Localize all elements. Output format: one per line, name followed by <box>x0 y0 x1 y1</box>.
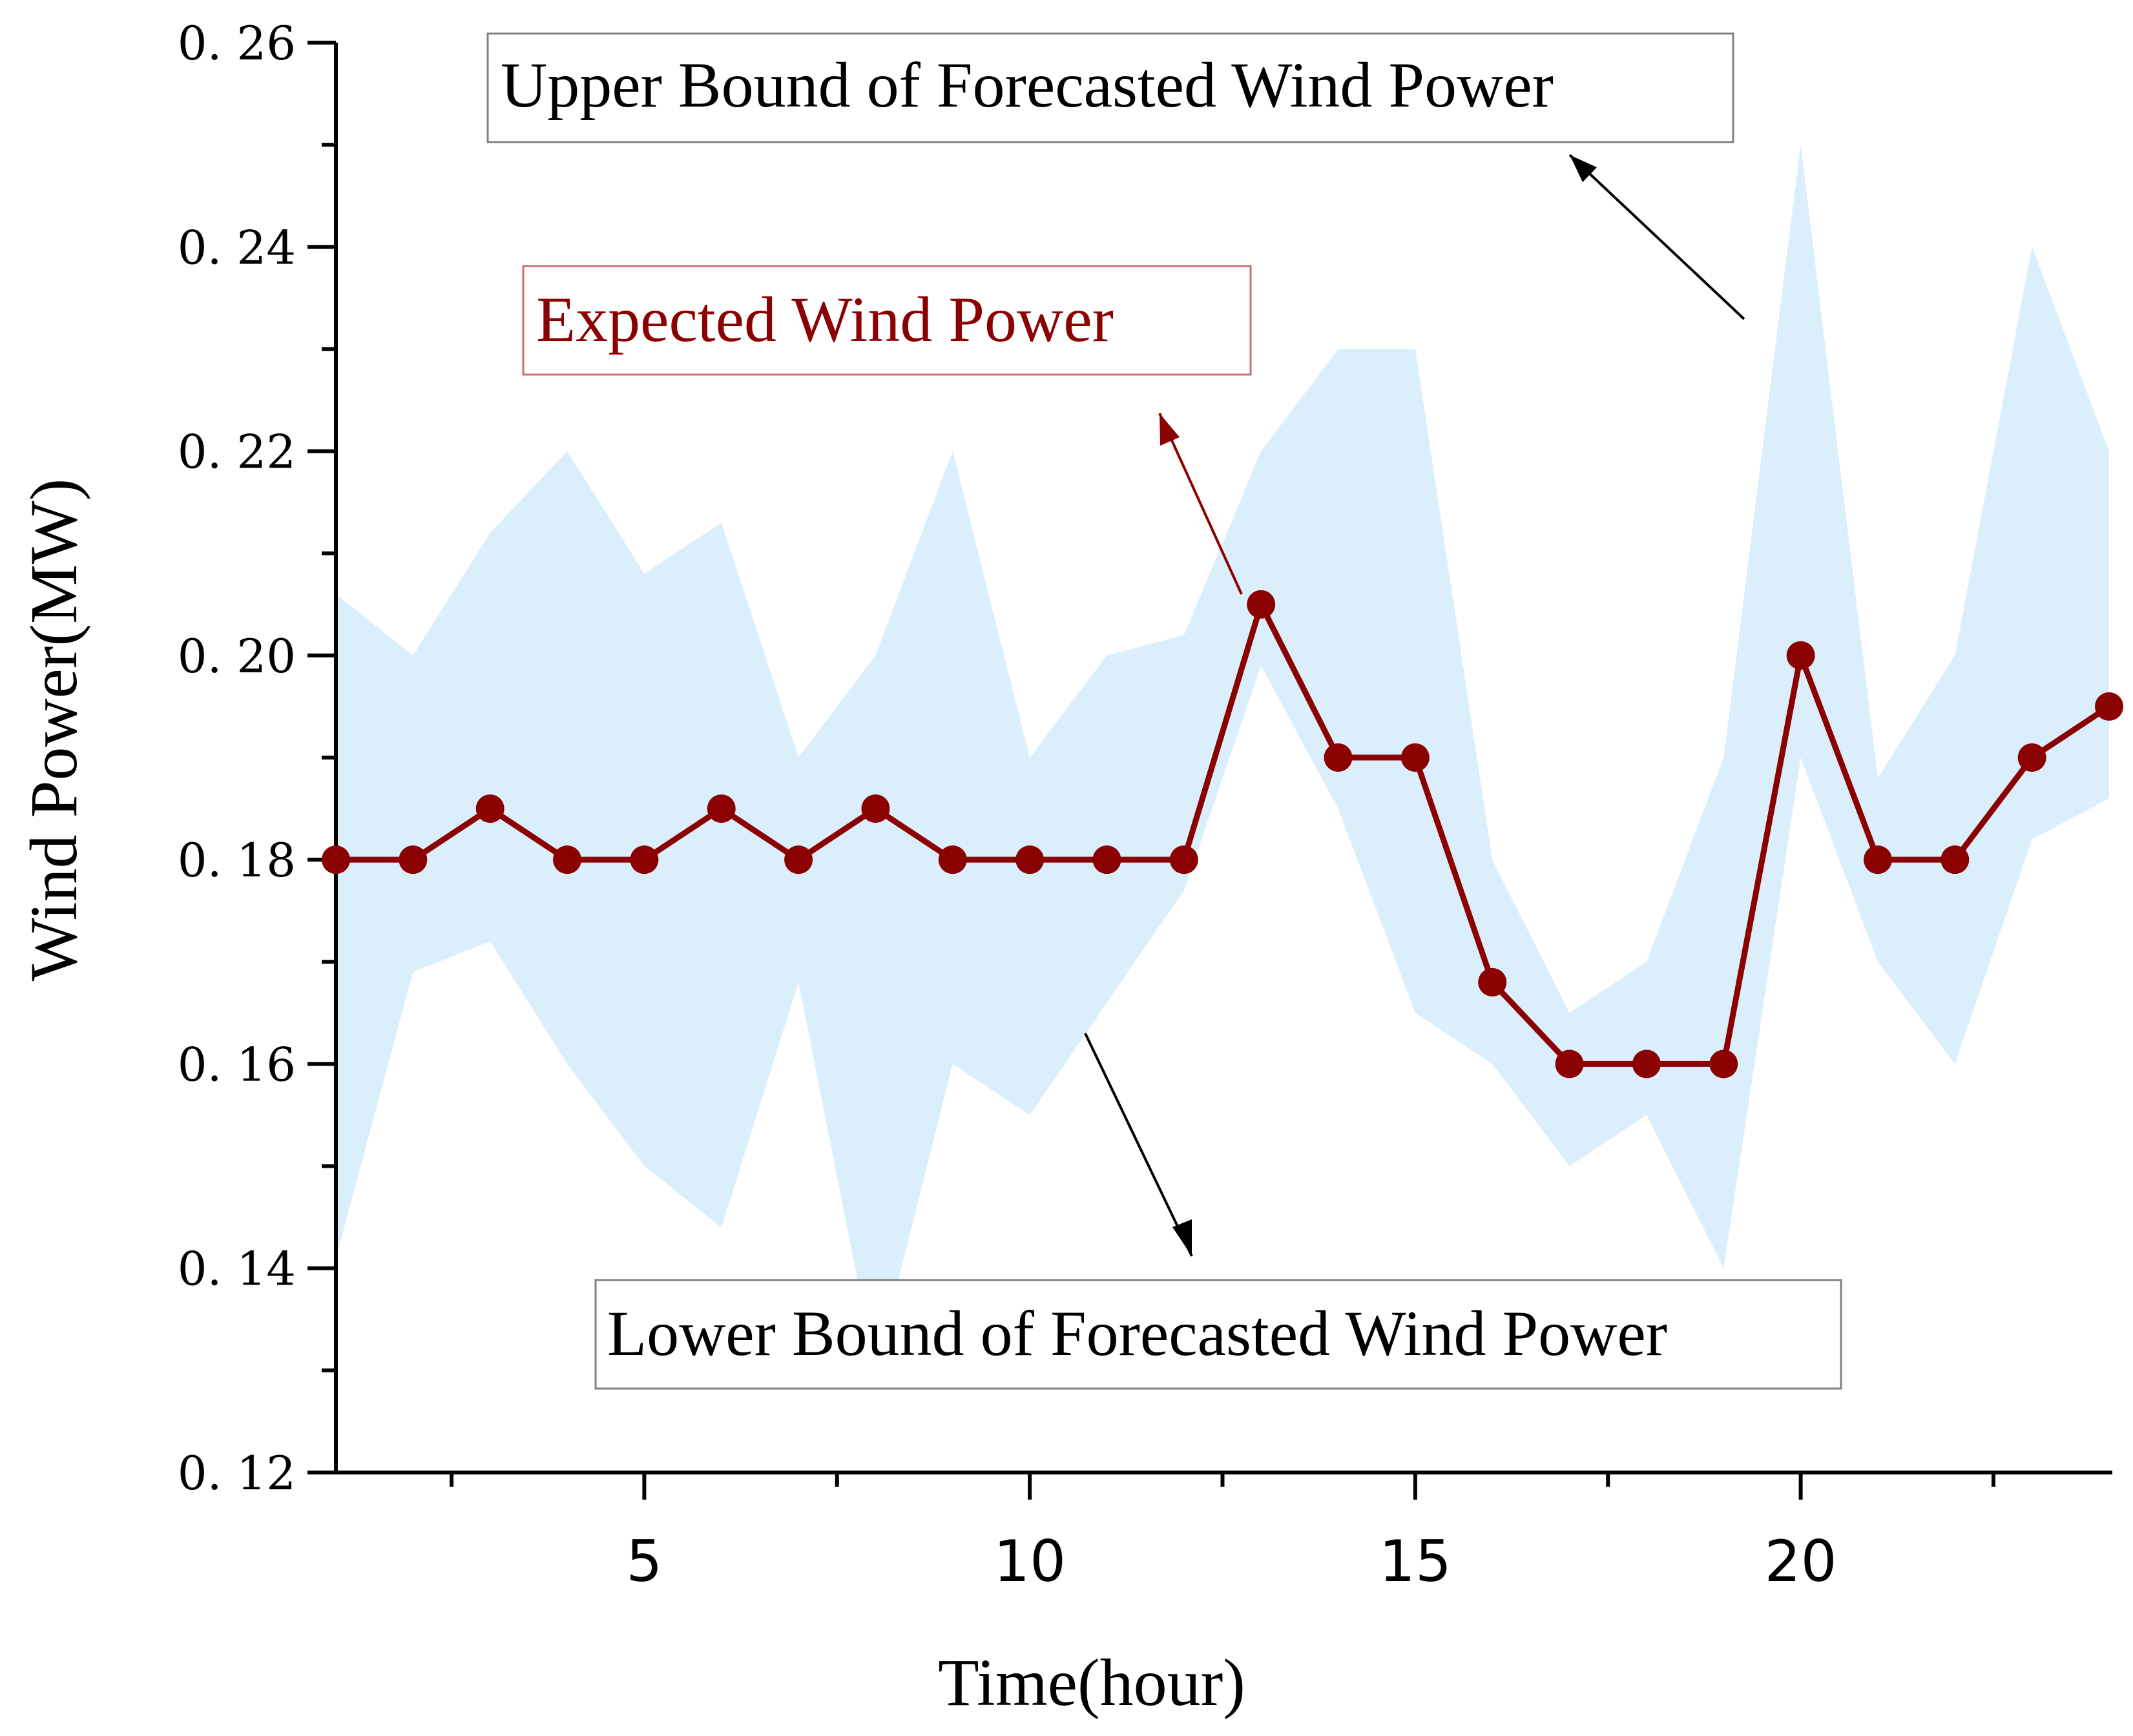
axes: 0. 12 0. 14 0. 16 0. 18 0. 20 0. 22 0. 24 0. 26… <box>178 16 2112 1595</box>
expected-wind-power-point <box>1092 845 1121 874</box>
expected-wind-power-point <box>707 794 736 823</box>
upper-bound-arrowhead <box>1570 155 1597 182</box>
expected-wind-power-point <box>2017 743 2046 772</box>
expected-wind-power-point <box>1632 1049 1661 1079</box>
y-tick-label: 0. 20 <box>178 629 296 683</box>
y-tick-label: 0. 26 <box>178 16 296 70</box>
y-tick-label: 0. 14 <box>178 1242 296 1296</box>
expected-label-box <box>522 265 1252 376</box>
y-tick-label: 0. 24 <box>178 220 296 274</box>
lower-bound-label-box <box>594 1279 1842 1390</box>
y-tick-label: 0. 22 <box>178 425 296 479</box>
x-tick-label: 10 <box>994 1528 1066 1595</box>
x-tick-label: 15 <box>1379 1528 1451 1595</box>
expected-wind-power-point <box>1247 590 1276 619</box>
expected-wind-power-point <box>861 794 890 823</box>
expected-wind-power-point <box>1015 845 1045 874</box>
y-axis-title: Wind Power(MW) <box>17 479 91 982</box>
lower-bound-arrow <box>1084 1033 1193 1257</box>
expected-wind-power-point <box>1169 845 1198 874</box>
expected-label: Expected Wind Power <box>536 284 1114 355</box>
expected-wind-power-point <box>1709 1049 1738 1079</box>
expected-series-layer <box>322 590 2123 1079</box>
upper-bound-label-box <box>486 32 1734 143</box>
expected-wind-power-point <box>2095 692 2123 721</box>
x-tick-label: 20 <box>1765 1528 1837 1595</box>
expected-wind-power-point <box>1555 1049 1584 1079</box>
expected-wind-power-point <box>475 794 505 823</box>
expected-wind-power-point <box>1786 641 1815 670</box>
y-tick-label: 0. 16 <box>178 1037 296 1091</box>
expected-wind-power-point <box>322 845 350 874</box>
expected-wind-power-point <box>630 845 659 874</box>
x-tick-label: 5 <box>626 1528 662 1595</box>
y-tick-label: 0. 12 <box>178 1446 296 1500</box>
expected-wind-power-point <box>399 845 428 874</box>
expected-arrow <box>1158 413 1243 595</box>
expected-wind-power-point <box>553 845 582 874</box>
lower-bound-arrowhead <box>1172 1219 1192 1256</box>
upper-bound-label: Upper Bound of Forecasted Wind Power <box>501 49 1554 121</box>
expected-wind-power-point <box>938 845 967 874</box>
x-axis-title: Time(hour) <box>938 1646 1245 1720</box>
expected-wind-power-point <box>1941 845 1970 874</box>
upper-bound-arrow <box>1568 154 1745 320</box>
expected-wind-power-point <box>1863 845 1892 874</box>
lower-bound-label: Lower Bound of Forecasted Wind Power <box>607 1297 1667 1369</box>
annotation-layer: Upper Bound of Forecasted Wind Power Exp… <box>486 32 1842 1390</box>
y-tick-label: 0. 18 <box>178 833 296 887</box>
expected-wind-power-point <box>784 845 813 874</box>
expected-arrowhead <box>1160 413 1180 446</box>
expected-wind-power-point <box>1400 743 1430 772</box>
expected-wind-power-point <box>1324 743 1353 772</box>
expected-wind-power-point <box>1478 967 1507 997</box>
